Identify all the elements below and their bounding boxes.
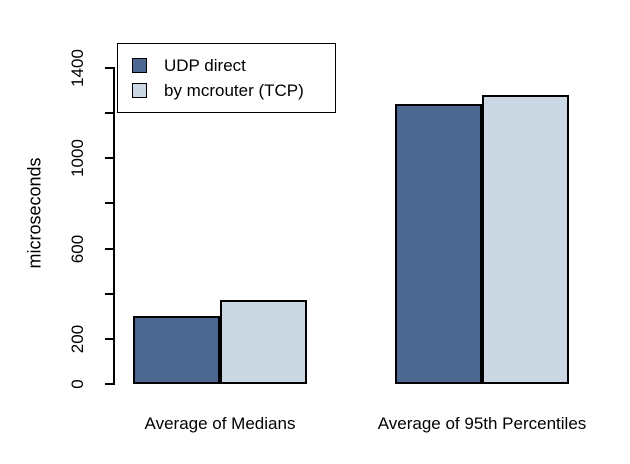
y-tick-0 bbox=[105, 383, 114, 385]
y-tick-label-600: 600 bbox=[68, 234, 87, 263]
x-category-label-average-of-medians: Average of Medians bbox=[144, 414, 296, 433]
bar-udp-direct-group-0 bbox=[133, 316, 220, 384]
legend: UDP direct by mcrouter (TCP) bbox=[117, 43, 336, 113]
y-tick-600 bbox=[105, 247, 114, 250]
legend-item-mcrouter-tcp: by mcrouter (TCP) bbox=[132, 81, 335, 101]
y-tick-1200 bbox=[105, 112, 114, 115]
y-axis-line bbox=[113, 67, 115, 385]
x-category-label-average-of-95th-percentiles: Average of 95th Percentiles bbox=[377, 414, 587, 433]
y-tick-400 bbox=[105, 292, 114, 295]
legend-swatch-udp-direct bbox=[132, 58, 147, 73]
bar-udp-direct-group-1 bbox=[395, 104, 482, 384]
y-axis-title: microseconds bbox=[24, 157, 45, 269]
y-tick-label-200: 200 bbox=[68, 324, 87, 354]
bar-by-mcrouter-tcp-group-0 bbox=[220, 300, 307, 384]
legend-item-udp-direct: UDP direct bbox=[132, 56, 335, 76]
y-tick-label-1400: 1400 bbox=[68, 49, 87, 87]
bar-by-mcrouter-tcp-group-1 bbox=[482, 95, 569, 384]
y-tick-200 bbox=[105, 337, 114, 340]
legend-label-udp-direct: UDP direct bbox=[164, 55, 246, 75]
y-tick-800 bbox=[105, 202, 114, 205]
y-tick-1400 bbox=[105, 67, 114, 69]
legend-label-mcrouter-tcp: by mcrouter (TCP) bbox=[164, 80, 304, 100]
legend-swatch-mcrouter-tcp bbox=[132, 83, 147, 98]
y-tick-label-1000: 1000 bbox=[68, 139, 87, 178]
y-tick-label-0: 0 bbox=[68, 379, 87, 389]
y-tick-1000 bbox=[105, 157, 114, 160]
